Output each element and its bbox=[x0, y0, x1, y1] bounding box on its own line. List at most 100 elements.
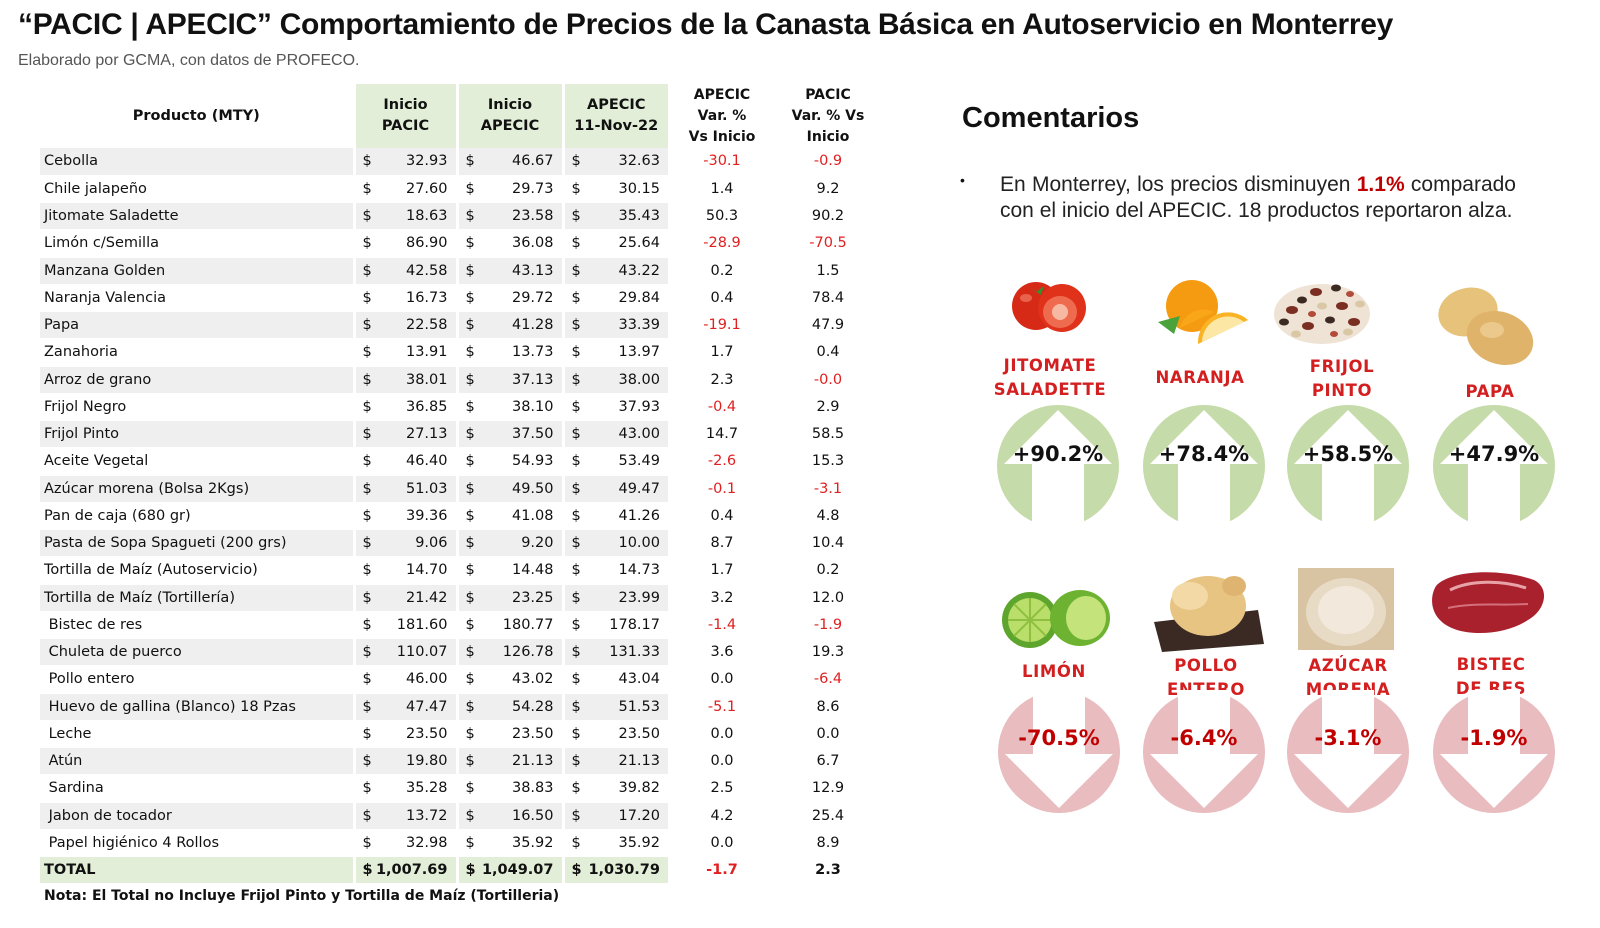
cell-apecic-nov: $43.00 bbox=[561, 420, 668, 449]
cell-var-apecic: -1.7 bbox=[668, 856, 776, 885]
cell-product: Frijol Pinto bbox=[40, 420, 354, 449]
currency-sign: $ bbox=[465, 426, 475, 443]
cell-inicio-apecic: $35.92 bbox=[455, 829, 563, 858]
cell-apecic-nov: $38.00 bbox=[561, 366, 668, 394]
cell-var-pacic: 0.4 bbox=[776, 338, 880, 367]
cell-inicio-apecic: $9.20 bbox=[455, 529, 563, 558]
cell-apecic-nov: $1,030.79 bbox=[561, 856, 668, 885]
cell-product: Pollo entero bbox=[40, 665, 354, 694]
cell-var-apecic: -30.1 bbox=[668, 148, 776, 176]
currency-sign: $ bbox=[362, 589, 372, 606]
table-row: Jabon de tocador $13.72 $16.50 $17.20 4.… bbox=[40, 802, 880, 830]
currency-sign: $ bbox=[465, 344, 475, 361]
cell-inicio-pacic: $21.42 bbox=[352, 584, 457, 612]
cell-inicio-pacic: $22.58 bbox=[352, 311, 457, 340]
cell-var-pacic: 12.0 bbox=[776, 584, 880, 612]
cell-inicio-pacic: $86.90 bbox=[352, 229, 457, 258]
cell-var-pacic: 10.4 bbox=[776, 529, 880, 558]
cell-product: Aceite Vegetal bbox=[40, 447, 354, 476]
cell-inicio-pacic: $35.28 bbox=[352, 774, 457, 803]
cell-inicio-apecic: $38.83 bbox=[455, 774, 563, 803]
price-table-container: Producto (MTY) Inicio PACIC Inicio APECIC … bbox=[40, 84, 900, 885]
currency-sign: $ bbox=[362, 262, 372, 279]
currency-sign: $ bbox=[465, 807, 475, 824]
cell-inicio-pacic: $13.72 bbox=[352, 802, 457, 830]
cell-inicio-pacic: $51.03 bbox=[352, 475, 457, 503]
cell-var-pacic: -3.1 bbox=[776, 475, 880, 503]
badge-up-jitomate: +90.2% bbox=[996, 404, 1120, 528]
cell-var-pacic: -70.5 bbox=[776, 229, 880, 258]
cell-inicio-pacic: $110.07 bbox=[352, 638, 457, 667]
cell-apecic-nov: $43.04 bbox=[561, 665, 668, 694]
currency-sign: $ bbox=[362, 426, 372, 443]
cell-apecic-nov: $49.47 bbox=[561, 475, 668, 503]
table-header-row: Producto (MTY) Inicio PACIC Inicio APECIC … bbox=[40, 84, 880, 148]
cell-apecic-nov: $23.50 bbox=[561, 720, 668, 749]
cell-var-apecic: 0.4 bbox=[668, 284, 776, 313]
cell-inicio-pacic: $32.98 bbox=[352, 829, 457, 858]
currency-sign: $ bbox=[571, 589, 581, 606]
cell-product: Tortilla de Maíz (Tortillería) bbox=[40, 584, 354, 612]
currency-sign: $ bbox=[362, 780, 372, 797]
cell-var-apecic: 0.2 bbox=[668, 257, 776, 285]
lime-icon bbox=[996, 584, 1114, 655]
cell-product: Arroz de grano bbox=[40, 366, 354, 394]
cell-product: Jitomate Saladette bbox=[40, 202, 354, 231]
cell-inicio-pacic: $47.47 bbox=[352, 693, 457, 721]
table-row: Bistec de res $181.60 $180.77 $178.17 -1… bbox=[40, 611, 880, 640]
sugar-icon bbox=[1298, 568, 1394, 655]
currency-sign: $ bbox=[571, 644, 581, 661]
currency-sign: $ bbox=[465, 180, 475, 197]
currency-sign: $ bbox=[571, 480, 581, 497]
beans-icon bbox=[1272, 270, 1372, 355]
currency-sign: $ bbox=[465, 862, 476, 879]
cell-product: Frijol Negro bbox=[40, 393, 354, 422]
cell-inicio-pacic: $32.93 bbox=[352, 148, 457, 176]
cell-apecic-nov: $13.97 bbox=[561, 338, 668, 367]
currency-sign: $ bbox=[571, 562, 581, 579]
cell-inicio-pacic: $38.01 bbox=[352, 366, 457, 394]
cell-product: Papel higiénico 4 Rollos bbox=[40, 829, 354, 858]
cell-var-pacic: 8.9 bbox=[776, 829, 880, 858]
cell-inicio-apecic: $23.58 bbox=[455, 202, 563, 231]
cell-apecic-nov: $43.22 bbox=[561, 257, 668, 285]
table-row: Leche $23.50 $23.50 $23.50 0.0 0.0 bbox=[40, 720, 880, 749]
currency-sign: $ bbox=[362, 644, 372, 661]
label-jitomate: JITOMATE SALADETTE bbox=[993, 356, 1107, 399]
cell-inicio-pacic: $16.73 bbox=[352, 284, 457, 313]
currency-sign: $ bbox=[465, 235, 475, 252]
currency-sign: $ bbox=[571, 671, 581, 688]
cell-inicio-apecic: $41.28 bbox=[455, 311, 563, 340]
comments-highlight: 1.1% bbox=[1356, 173, 1405, 196]
cell-var-apecic: 0.0 bbox=[668, 747, 776, 776]
cell-inicio-apecic: $1,049.07 bbox=[455, 856, 563, 885]
cell-var-pacic: 9.2 bbox=[776, 175, 880, 204]
cell-inicio-apecic: $16.50 bbox=[455, 802, 563, 830]
table-total-row: TOTAL $1,007.69 $1,049.07 $1,030.79 -1.7… bbox=[40, 856, 880, 885]
cell-apecic-nov: $41.26 bbox=[561, 502, 668, 531]
badge-down-azucar: -3.1% bbox=[1286, 690, 1410, 814]
cell-inicio-apecic: $43.13 bbox=[455, 257, 563, 285]
cell-apecic-nov: $32.63 bbox=[561, 148, 668, 176]
cell-product: Cebolla bbox=[40, 148, 354, 176]
tomato-icon bbox=[1008, 272, 1092, 347]
currency-sign: $ bbox=[465, 698, 475, 715]
currency-sign: $ bbox=[465, 644, 475, 661]
cell-apecic-nov: $29.84 bbox=[561, 284, 668, 313]
label-limon: LIMÓN bbox=[1022, 662, 1086, 681]
cell-var-pacic: 12.9 bbox=[776, 774, 880, 803]
price-table: Producto (MTY) Inicio PACIC Inicio APECIC … bbox=[40, 84, 880, 885]
pct-jitomate: +90.2% bbox=[1012, 442, 1104, 466]
cell-var-apecic: -0.1 bbox=[668, 475, 776, 503]
currency-sign: $ bbox=[465, 480, 475, 497]
label-frijol-pinto: FRIJOL PINTO bbox=[1309, 357, 1375, 400]
table-note: Nota: El Total no Incluye Frijol Pinto y… bbox=[44, 888, 560, 904]
cell-var-apecic: -1.4 bbox=[668, 611, 776, 640]
badge-up-naranja: +78.4% bbox=[1142, 404, 1266, 528]
cell-var-pacic: 19.3 bbox=[776, 638, 880, 667]
cell-inicio-apecic: $36.08 bbox=[455, 229, 563, 258]
cell-var-pacic: 2.9 bbox=[776, 393, 880, 422]
cell-inicio-apecic: $37.50 bbox=[455, 420, 563, 449]
currency-sign: $ bbox=[465, 725, 475, 742]
table-row: Manzana Golden $42.58 $43.13 $43.22 0.2 … bbox=[40, 257, 880, 285]
